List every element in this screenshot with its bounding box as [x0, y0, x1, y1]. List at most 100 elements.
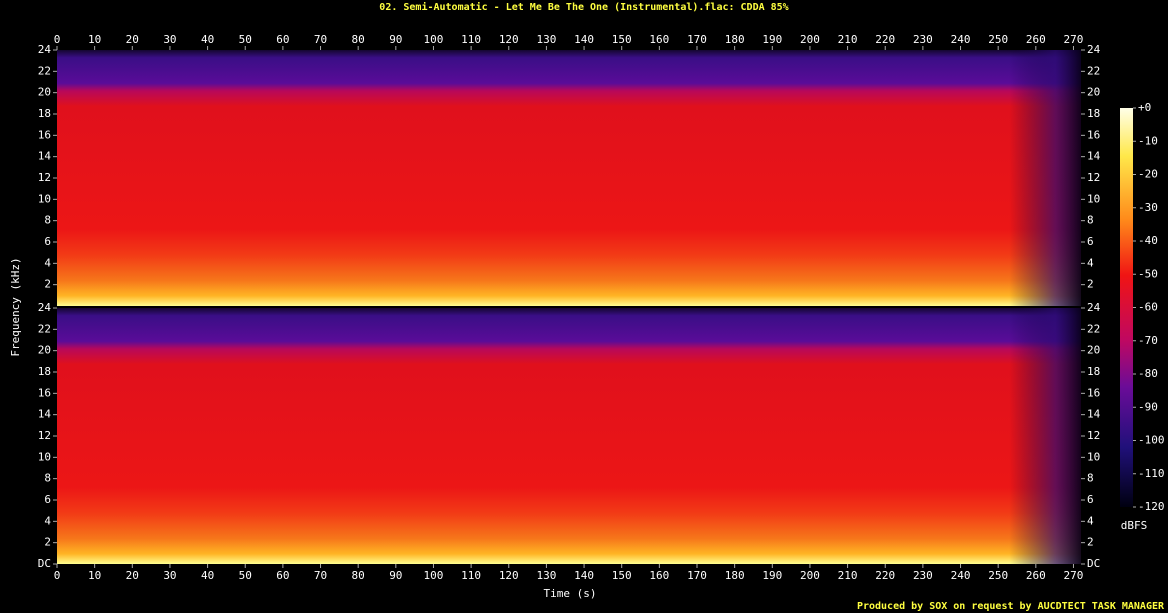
y-tick-label: 18 [1087, 365, 1100, 378]
y-tick-label: 2 [1087, 536, 1094, 549]
x-tick-label: 160 [649, 569, 669, 582]
x-tick-label: 210 [838, 33, 858, 46]
y-tick-label: 6 [1087, 235, 1094, 248]
y-tick-label: 20 [1087, 86, 1100, 99]
y-tick-label: 12 [38, 171, 51, 184]
x-axis-label: Time (s) [544, 587, 597, 600]
y-tick-label: 20 [38, 344, 51, 357]
y-tick-label: 8 [1087, 214, 1094, 227]
y-tick-label: 22 [1087, 64, 1100, 77]
x-tick-label: 230 [913, 33, 933, 46]
x-tick-label: 170 [687, 569, 707, 582]
y-tick-label: 16 [1087, 128, 1100, 141]
y-tick-label: 4 [44, 256, 51, 269]
colorbar-tick-label: -100 [1138, 434, 1165, 447]
y-tick-label: 16 [38, 128, 51, 141]
colorbar-tick-label: -30 [1138, 201, 1158, 214]
y-tick-label: 18 [38, 107, 51, 120]
title: 02. Semi-Automatic - Let Me Be The One (… [379, 1, 788, 13]
x-tick-label: 150 [612, 569, 632, 582]
x-tick-label: 160 [649, 33, 669, 46]
x-tick-label: 20 [126, 569, 139, 582]
y-tick-label: 24 [38, 43, 52, 56]
x-tick-label: 110 [461, 33, 481, 46]
colorbar-tick-label: -40 [1138, 234, 1158, 247]
y-tick-label: 14 [38, 408, 52, 421]
x-tick-label: 270 [1064, 33, 1084, 46]
x-tick-label: 90 [389, 569, 402, 582]
colorbar-tick-label: -60 [1138, 301, 1158, 314]
y-tick-label: 10 [38, 450, 51, 463]
x-tick-label: 210 [838, 569, 858, 582]
colorbar-tick-label: -70 [1138, 334, 1158, 347]
colorbar-tick-label: -120 [1138, 500, 1165, 513]
colorbar [1120, 108, 1133, 507]
x-tick-label: 60 [276, 569, 289, 582]
x-tick-label: 120 [499, 33, 519, 46]
x-tick-label: 180 [725, 33, 745, 46]
y-tick-label: 12 [38, 429, 51, 442]
x-tick-label: 240 [951, 569, 971, 582]
colorbar-tick-label: -10 [1138, 134, 1158, 147]
y-tick-label: 16 [38, 386, 51, 399]
y-tick-label: 2 [44, 536, 51, 549]
x-tick-label: 30 [163, 33, 176, 46]
x-tick-label: 60 [276, 33, 289, 46]
x-tick-label: 140 [574, 569, 594, 582]
y-tick-label: DC [38, 557, 51, 570]
x-tick-label: 0 [54, 569, 61, 582]
y-tick-label: 10 [1087, 450, 1100, 463]
x-tick-label: 50 [239, 33, 252, 46]
x-tick-label: 30 [163, 569, 176, 582]
y-tick-label: 20 [38, 86, 51, 99]
x-tick-label: 200 [800, 33, 820, 46]
x-tick-label: 50 [239, 569, 252, 582]
x-tick-label: 10 [88, 33, 101, 46]
y-tick-label: 2 [1087, 278, 1094, 291]
y-tick-label: 14 [1087, 408, 1101, 421]
x-tick-label: 40 [201, 569, 214, 582]
x-tick-label: 140 [574, 33, 594, 46]
x-tick-label: 190 [762, 569, 782, 582]
x-tick-label: 130 [536, 569, 556, 582]
spectrogram-fade [57, 308, 1081, 564]
x-tick-label: 70 [314, 33, 327, 46]
x-tick-label: 130 [536, 33, 556, 46]
colorbar-tick-label: -90 [1138, 400, 1158, 413]
y-tick-label: 16 [1087, 386, 1100, 399]
y-tick-label: 10 [1087, 192, 1100, 205]
x-tick-label: 40 [201, 33, 214, 46]
y-tick-label: 20 [1087, 344, 1100, 357]
y-tick-label: 22 [38, 322, 51, 335]
y-tick-label: 18 [1087, 107, 1100, 120]
colorbar-tick-label: -80 [1138, 367, 1158, 380]
x-tick-label: 120 [499, 569, 519, 582]
x-tick-label: 180 [725, 569, 745, 582]
x-tick-label: 80 [352, 33, 365, 46]
colorbar-tick-label: +0 [1138, 101, 1151, 114]
x-tick-label: 90 [389, 33, 402, 46]
y-tick-label: 4 [1087, 514, 1094, 527]
y-tick-label: 24 [1087, 301, 1101, 314]
x-tick-label: 260 [1026, 569, 1046, 582]
y-tick-label: 6 [1087, 493, 1094, 506]
y-tick-label: 24 [1087, 43, 1101, 56]
x-tick-label: 100 [424, 569, 444, 582]
x-tick-label: 240 [951, 33, 971, 46]
y-tick-label: 18 [38, 365, 51, 378]
y-tick-label: 8 [44, 472, 51, 485]
x-tick-label: 10 [88, 569, 101, 582]
y-tick-label: 14 [38, 150, 52, 163]
y-tick-label: 10 [38, 192, 51, 205]
footer: Produced by SOX on request by AUCDTECT T… [857, 601, 1165, 612]
colorbar-tick-label: -110 [1138, 467, 1165, 480]
x-tick-label: 20 [126, 33, 139, 46]
x-tick-label: 100 [424, 33, 444, 46]
x-tick-label: 260 [1026, 33, 1046, 46]
spectrogram-fade [57, 50, 1081, 306]
x-tick-label: 0 [54, 33, 61, 46]
colorbar-tick-label: -20 [1138, 168, 1158, 181]
x-tick-label: 190 [762, 33, 782, 46]
y-tick-label: 2 [44, 278, 51, 291]
